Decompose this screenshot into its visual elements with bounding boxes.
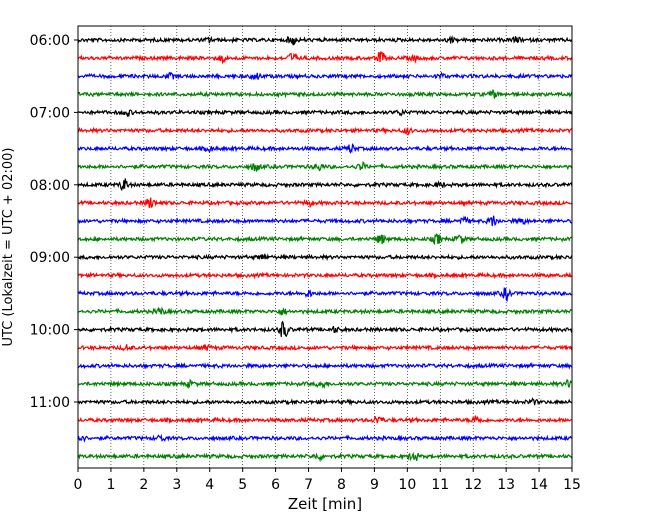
y-tick-label: 11:00: [30, 395, 70, 411]
x-axis-label: Zeit [min]: [288, 495, 362, 513]
x-tick-label: 14: [530, 477, 548, 493]
trace-0645: [77, 89, 573, 99]
trace-group: [77, 35, 573, 463]
trace-0800: [77, 178, 573, 192]
trace-0715: [77, 126, 573, 137]
x-tick-label: 12: [464, 477, 482, 493]
trace-0700: [77, 108, 573, 118]
trace-1015: [77, 344, 573, 352]
trace-0630: [77, 71, 573, 81]
y-tick-label: 08:00: [30, 178, 70, 194]
trace-0615: [77, 51, 573, 65]
trace-1030: [77, 361, 573, 370]
x-tick-label: 0: [74, 477, 83, 493]
trace-0830: [77, 215, 573, 227]
trace-0745: [77, 160, 573, 172]
x-tick-label: 3: [172, 477, 181, 493]
trace-1000: [77, 320, 573, 338]
trace-0730: [77, 143, 573, 155]
x-tick-label: 13: [497, 477, 515, 493]
trace-1130: [77, 433, 573, 443]
y-axis-ticks: 06:00 07:00 08:00 09:00 10:00 11:00: [30, 33, 78, 411]
x-tick-label: 15: [563, 477, 581, 493]
x-tick-label: 4: [205, 477, 214, 493]
x-tick-label: 2: [139, 477, 148, 493]
y-tick-label: 06:00: [30, 33, 70, 49]
plot-frame: [77, 25, 573, 469]
x-tick-label: 9: [370, 477, 379, 493]
x-tick-label: 6: [271, 477, 280, 493]
trace-1145: [77, 451, 573, 463]
x-tick-label: 7: [304, 477, 313, 493]
y-tick-label: 09:00: [30, 250, 70, 266]
y-axis-label: UTC (Lokalzeit = UTC + 02:00): [1, 148, 16, 347]
x-tick-label: 8: [337, 477, 346, 493]
y-tick-label: 10:00: [30, 323, 70, 339]
x-axis-ticks: 0 1 2 3 4 5 6 7 8 9 10 11 12 13 14 15: [74, 468, 581, 493]
x-tick-label: 1: [106, 477, 115, 493]
trace-0915: [77, 271, 573, 280]
x-tick-label: 11: [431, 477, 449, 493]
y-tick-label: 07:00: [30, 105, 70, 121]
x-tick-label: 5: [238, 477, 247, 493]
trace-0815: [77, 197, 573, 209]
trace-0930: [77, 287, 573, 302]
trace-0945: [77, 306, 573, 317]
trace-1100: [77, 397, 573, 407]
trace-1045: [77, 378, 573, 390]
trace-0600: [77, 35, 573, 46]
trace-1115: [77, 415, 573, 425]
x-tick-label: 10: [398, 477, 416, 493]
trace-0845: [77, 233, 573, 246]
trace-0900: [77, 253, 573, 262]
